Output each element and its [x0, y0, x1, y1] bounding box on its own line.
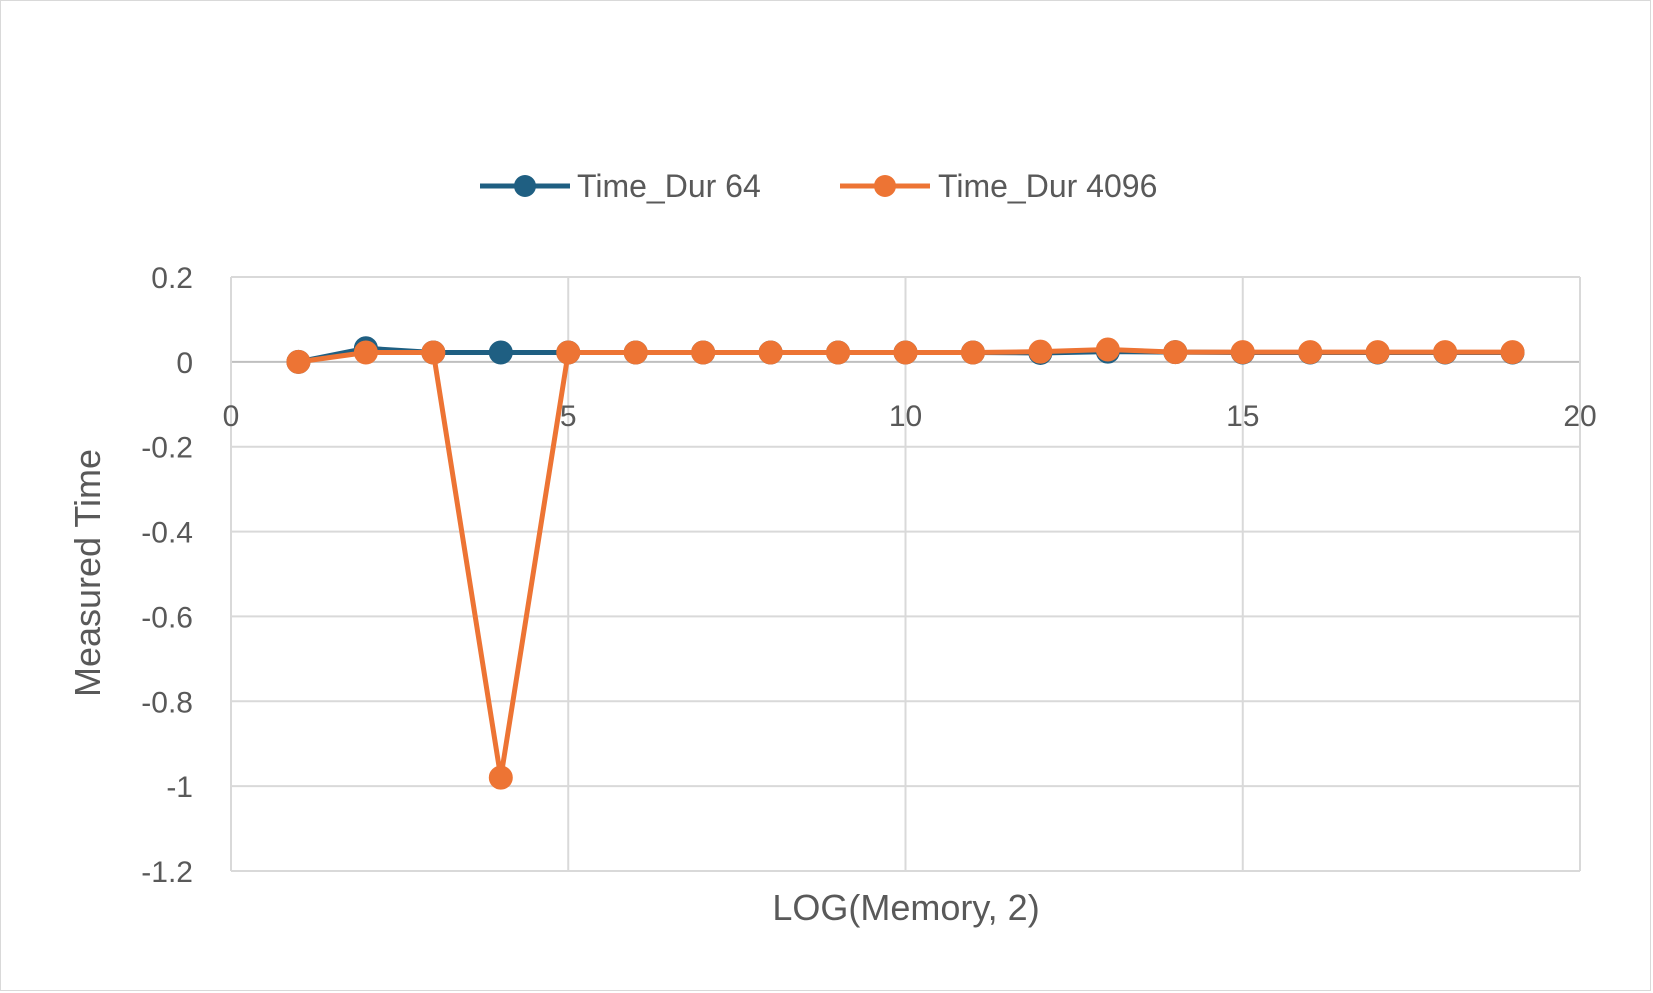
y-axis-ticks: 0.2 0 -0.2 -0.4 -0.6 -0.8 -1 -1.2 [141, 262, 193, 889]
legend-swatch-marker [874, 175, 896, 197]
data-point [1230, 340, 1255, 365]
data-point [1028, 339, 1053, 364]
y-tick-label: -0.4 [141, 517, 193, 550]
y-tick-label: -0.8 [141, 686, 193, 719]
data-point [353, 340, 378, 365]
data-point [488, 765, 513, 790]
data-point [1298, 340, 1323, 365]
x-tick-label: 5 [560, 400, 577, 433]
gridlines [230, 276, 1581, 872]
legend-item: Time_Dur 64 [480, 168, 761, 204]
data-point [421, 340, 446, 365]
data-point [556, 340, 581, 365]
legend: Time_Dur 64 Time_Dur 4096 [480, 168, 1157, 204]
legend-item: Time_Dur 4096 [840, 168, 1157, 204]
series-2 [286, 337, 1525, 790]
data-point [960, 340, 985, 365]
y-tick-label: 0 [176, 347, 193, 380]
y-axis-title: Measured Time [67, 449, 108, 697]
data-point [1500, 340, 1525, 365]
y-tick-label: -1 [166, 771, 193, 804]
y-tick-label: 0.2 [151, 262, 193, 295]
data-point [286, 349, 311, 374]
y-tick-label: -0.2 [141, 432, 193, 465]
data-point [1433, 340, 1458, 365]
x-axis-ticks: 0 5 10 15 20 [223, 400, 1597, 433]
legend-label: Time_Dur 4096 [938, 168, 1157, 204]
x-tick-label: 0 [223, 400, 240, 433]
x-tick-label: 15 [1226, 400, 1259, 433]
x-axis-title: LOG(Memory, 2) [772, 887, 1039, 928]
x-tick-label: 20 [1563, 400, 1596, 433]
legend-label: Time_Dur 64 [577, 168, 761, 204]
x-tick-label: 10 [889, 400, 922, 433]
data-point [1365, 340, 1390, 365]
legend-swatch-marker [514, 175, 536, 197]
data-point [1163, 340, 1188, 365]
data-point [758, 340, 783, 365]
data-point [488, 340, 513, 365]
data-point [623, 340, 648, 365]
y-tick-label: -0.6 [141, 601, 193, 634]
data-point [1095, 337, 1120, 362]
y-tick-label: -1.2 [141, 856, 193, 889]
data-point [826, 340, 851, 365]
data-point [893, 340, 918, 365]
plot-series [286, 336, 1525, 790]
data-point [691, 340, 716, 365]
